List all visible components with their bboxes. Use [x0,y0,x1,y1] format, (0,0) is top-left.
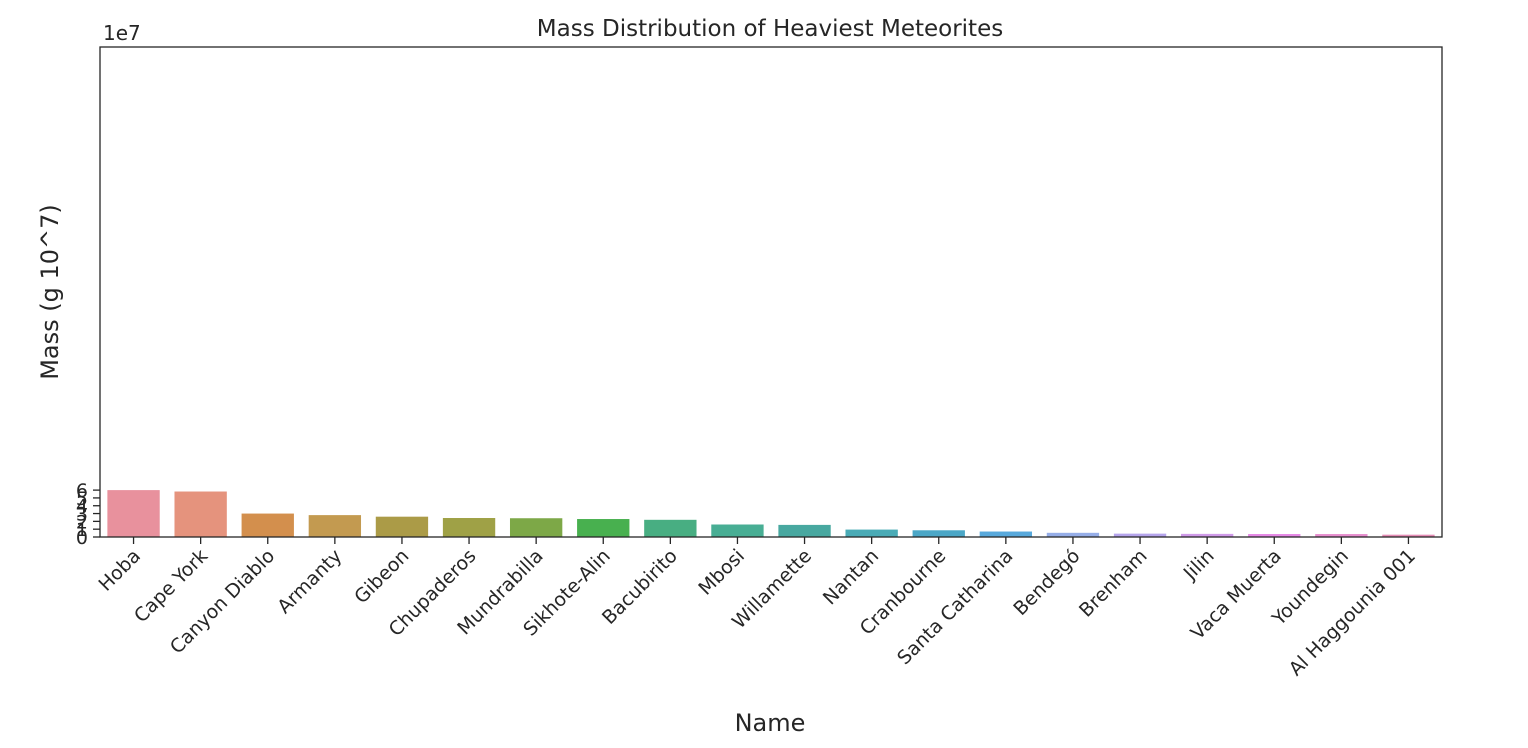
x-tick-label: Santa Catharina [893,545,1017,669]
bar-nantan [845,529,898,537]
bar-bendeg- [1046,532,1100,537]
x-tick-label: Mbosi [694,545,749,600]
y-tick-label: 2 [76,511,88,533]
bar-mbosi [711,524,764,537]
y-tick-label: 4 [76,496,88,518]
bar-chupaderos [442,518,496,537]
bar-santa-catharina [979,531,1033,537]
y-axis-label: Mass (g 10^7) [36,204,64,380]
y-tick-label: 6 [76,480,88,502]
chart-title: Mass Distribution of Heaviest Meteorites [537,16,1003,42]
bar-cranbourne [912,530,965,537]
bar-bacubirito [644,519,697,537]
bar-jilin [1180,533,1234,537]
x-tick-label: Hoba [94,545,145,596]
x-tick-label: Jilin [1179,545,1219,585]
bar-hoba [107,490,160,537]
bar-canyon-diablo [241,513,294,537]
x-tick-label: Nantan [819,545,883,609]
bar-vaca-muerta [1248,534,1301,537]
bar-armanty [308,515,362,537]
plot-frame [99,46,1443,538]
y-tick-label: 3 [76,504,88,526]
y-tick-label: 0 [76,527,88,549]
bar-brenham [1113,533,1167,537]
x-tick-label: Brenham [1075,545,1152,622]
y-axis-offset-label: 1e7 [103,21,141,45]
bar-cape-york [174,491,227,537]
bar-youndegin [1315,534,1368,537]
bar-al-haggounia-001 [1382,534,1435,537]
bar-willamette [778,524,831,537]
x-tick-label: Al Haggounia 001 [1285,545,1420,680]
bar-mundrabilla [509,518,563,537]
x-axis-label: Name [735,709,806,737]
x-tick-label: Armanty [273,545,346,618]
bar-gibeon [375,516,429,537]
y-tick-label: 5 [76,488,88,510]
x-tick-label: Gibeon [350,545,413,608]
bars-group [107,490,1435,537]
x-tick-label: Bendegó [1009,545,1084,620]
bar-sikhote-alin [577,519,630,537]
y-tick-label: 1 [76,519,88,541]
